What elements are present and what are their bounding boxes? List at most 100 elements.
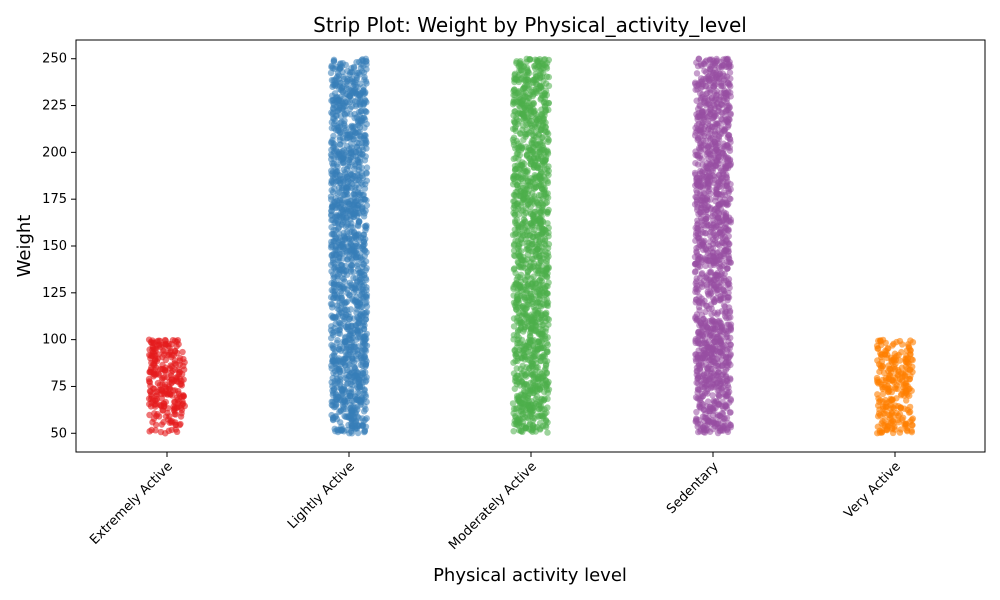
data-point bbox=[907, 366, 914, 373]
data-point bbox=[345, 235, 353, 242]
data-point bbox=[541, 395, 548, 402]
data-point bbox=[180, 393, 188, 400]
data-point bbox=[726, 218, 733, 225]
data-point bbox=[718, 269, 726, 277]
data-point bbox=[541, 185, 548, 192]
y-tick-label: 75 bbox=[50, 379, 67, 394]
data-point bbox=[702, 215, 710, 223]
data-point bbox=[353, 59, 360, 66]
data-point bbox=[692, 80, 699, 88]
data-point bbox=[714, 190, 721, 198]
data-point bbox=[712, 58, 720, 65]
data-point bbox=[726, 59, 733, 66]
data-point bbox=[540, 145, 547, 152]
data-point bbox=[168, 363, 175, 370]
data-point bbox=[516, 93, 523, 101]
data-point bbox=[887, 405, 894, 412]
data-point bbox=[156, 381, 164, 389]
data-point bbox=[539, 247, 546, 255]
data-point bbox=[714, 413, 721, 421]
data-point bbox=[725, 354, 732, 362]
data-point bbox=[158, 421, 165, 428]
data-point bbox=[896, 376, 904, 383]
data-point bbox=[520, 114, 528, 121]
data-point bbox=[536, 337, 543, 344]
data-point bbox=[875, 395, 882, 402]
data-point bbox=[705, 305, 713, 313]
data-point bbox=[700, 137, 707, 144]
data-point bbox=[696, 361, 703, 369]
data-point bbox=[714, 429, 722, 437]
data-point bbox=[521, 356, 528, 363]
data-point bbox=[347, 247, 354, 255]
data-point bbox=[528, 295, 535, 303]
data-point bbox=[540, 77, 547, 85]
data-point bbox=[712, 234, 720, 241]
y-tick-label: 225 bbox=[42, 99, 67, 114]
data-point bbox=[908, 428, 916, 436]
data-point bbox=[544, 209, 551, 216]
data-point bbox=[723, 102, 731, 109]
data-point bbox=[338, 199, 345, 207]
data-point bbox=[359, 174, 367, 182]
data-point bbox=[526, 357, 534, 364]
data-point bbox=[706, 85, 713, 93]
data-point bbox=[340, 229, 347, 236]
data-point bbox=[527, 107, 535, 115]
data-point bbox=[888, 397, 896, 404]
data-point bbox=[692, 394, 700, 401]
data-point bbox=[536, 401, 543, 408]
data-point bbox=[541, 90, 548, 97]
data-point bbox=[696, 322, 703, 329]
data-point bbox=[356, 383, 364, 391]
data-point bbox=[341, 117, 348, 124]
data-point bbox=[727, 324, 735, 331]
data-point bbox=[155, 351, 162, 358]
data-point bbox=[544, 249, 552, 257]
data-point bbox=[333, 292, 341, 299]
data-point bbox=[707, 190, 714, 197]
data-point bbox=[361, 386, 368, 393]
data-point bbox=[542, 108, 549, 115]
data-point bbox=[516, 240, 523, 248]
data-point bbox=[361, 136, 368, 143]
data-point bbox=[902, 369, 909, 376]
data-point bbox=[340, 384, 347, 391]
data-point bbox=[693, 244, 700, 252]
data-point bbox=[363, 224, 370, 232]
data-point bbox=[510, 315, 518, 322]
data-point bbox=[533, 424, 541, 431]
data-point bbox=[719, 102, 726, 109]
data-point bbox=[354, 429, 362, 437]
data-point bbox=[523, 364, 530, 371]
data-point bbox=[521, 306, 529, 313]
data-point bbox=[694, 62, 702, 70]
data-point bbox=[161, 381, 169, 388]
data-point bbox=[539, 353, 547, 361]
data-point bbox=[524, 415, 532, 422]
data-point bbox=[513, 279, 520, 287]
data-point bbox=[542, 422, 549, 429]
data-point bbox=[523, 342, 530, 349]
x-tick-label: Very Active bbox=[841, 459, 903, 521]
data-point bbox=[720, 229, 727, 236]
strip-extremely-active bbox=[145, 336, 188, 437]
data-point bbox=[544, 348, 551, 356]
data-point bbox=[152, 421, 160, 429]
data-point bbox=[532, 161, 540, 169]
data-point bbox=[718, 82, 725, 90]
data-point bbox=[362, 406, 369, 413]
data-point bbox=[696, 299, 703, 307]
data-point bbox=[715, 376, 722, 383]
data-point bbox=[536, 285, 544, 293]
data-point bbox=[542, 291, 549, 298]
data-point bbox=[520, 207, 527, 214]
data-point bbox=[355, 69, 362, 76]
data-point bbox=[723, 386, 730, 394]
data-point bbox=[347, 336, 355, 344]
data-point bbox=[336, 96, 343, 104]
data-point bbox=[724, 378, 731, 385]
data-point bbox=[360, 191, 367, 198]
data-point bbox=[344, 255, 351, 263]
points-layer bbox=[145, 55, 917, 437]
